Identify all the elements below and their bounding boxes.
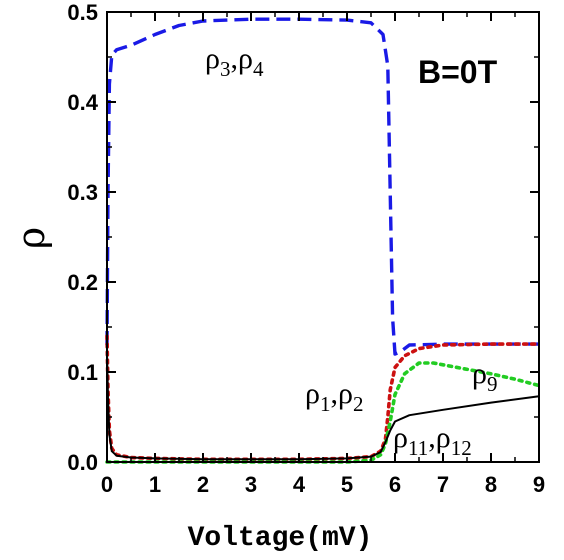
annotation-rho1112-sub2: 12 [451, 436, 472, 460]
x-tick-label: 9 [533, 472, 545, 497]
x-tick-label: 3 [245, 472, 257, 497]
x-tick-label: 7 [437, 472, 449, 497]
x-axis-title: Voltage(mV) [188, 523, 373, 554]
annotation-rho1112-base2: ρ [436, 421, 451, 454]
annotation-rho12-base2: ρ [338, 377, 353, 410]
annotation-rho9: ρ9 [472, 357, 497, 396]
annotation-rho34-base2: ρ [238, 42, 253, 75]
annotation-rho12-base: ρ [305, 377, 320, 410]
annotation-rho1112-base: ρ [393, 421, 408, 454]
y-tick-label: 0.4 [67, 90, 98, 115]
x-tick-label: 4 [293, 472, 306, 497]
annotation-rho34-sub2: 4 [253, 57, 264, 81]
x-tick-label: 5 [341, 472, 353, 497]
axes-layer: 0 1 2 3 4 5 6 7 8 90.00.10.20.30.40.5 [67, 0, 545, 497]
annotation-rho12: ρ1,ρ2 [305, 377, 363, 416]
x-tick-label: 6 [389, 472, 401, 497]
annotation-rho1112: ρ11,ρ12 [393, 421, 472, 460]
x-tick-label: 1 [149, 472, 161, 497]
y-tick-label: 0.2 [67, 270, 98, 295]
annotation-rho1112-sep: , [428, 421, 436, 454]
annotation-rho1112-sub1: 11 [408, 436, 428, 460]
y-axis-title: ρ [9, 227, 53, 249]
annotation-rho34-base: ρ [205, 42, 220, 75]
annotation-rho34-sub1: 3 [220, 57, 231, 81]
annotation-rho12-sep: , [330, 377, 338, 410]
x-tick-label: 8 [485, 472, 497, 497]
annotation-rho34-sep: , [230, 42, 238, 75]
y-tick-label: 0.3 [67, 180, 98, 205]
x-tick-label: 2 [197, 472, 209, 497]
annotation-rho9-base: ρ [472, 357, 487, 390]
y-tick-label: 0.1 [67, 360, 98, 385]
x-tick-label: 0 [101, 472, 113, 497]
annotation-rho12-sub2: 2 [353, 392, 364, 416]
y-tick-label: 0.5 [67, 0, 98, 25]
annotation-field: B=0T [418, 54, 498, 90]
annotation-rho9-sub: 9 [487, 372, 498, 396]
y-tick-label: 0.0 [67, 450, 98, 475]
annotation-rho12-sub1: 1 [320, 392, 331, 416]
annotation-rho34: ρ3,ρ4 [205, 42, 264, 81]
